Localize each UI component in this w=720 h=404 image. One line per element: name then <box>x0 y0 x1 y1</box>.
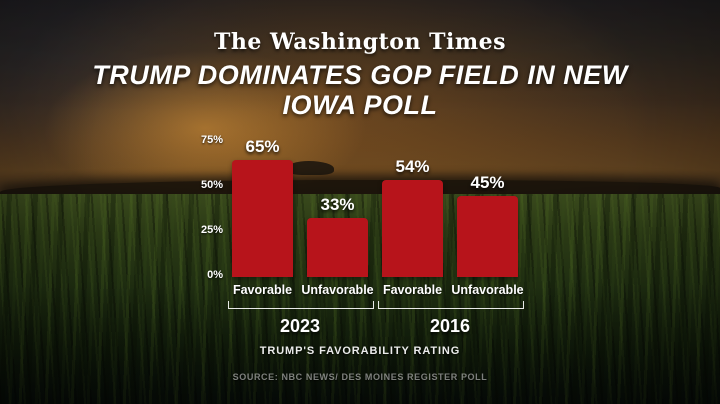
bar-2016-favorable <box>382 179 443 277</box>
group-year-label: 2016 <box>429 316 471 336</box>
source-credit: SOURCE: NBC NEWS/ DES MOINES REGISTER PO… <box>232 372 488 382</box>
washington-times-masthead: The Washington Times <box>213 29 507 55</box>
bar-2016-unfavorable <box>457 196 518 277</box>
bar-2023-unfavorable <box>307 217 368 277</box>
combine-harvester-silhouette <box>288 161 334 175</box>
y-axis-tick-label: 0% <box>207 269 223 281</box>
bar-value-label: 45% <box>470 173 505 192</box>
headline-line-1: TRUMP DOMINATES GOP FIELD IN NEW <box>92 60 628 90</box>
bar-2023-favorable <box>232 160 293 277</box>
sunset-sky-background <box>0 0 720 200</box>
group-bracket <box>228 301 374 309</box>
y-axis-tick-label: 50% <box>200 179 223 191</box>
y-axis-tick-label: 75% <box>200 134 223 146</box>
y-axis-tick-label: 25% <box>200 224 223 236</box>
bar-category-label: Favorable <box>382 283 443 297</box>
bar-category-label: Unfavorable <box>451 283 524 297</box>
chart-title: TRUMP'S FAVORABILITY RATING <box>259 345 461 357</box>
bar-value-label: 33% <box>320 194 355 214</box>
treeline-silhouette <box>0 180 720 198</box>
bar-category-label: Unfavorable <box>301 283 374 297</box>
group-bracket <box>378 301 524 309</box>
bar-value-label: 65% <box>245 137 280 156</box>
headline: TRUMP DOMINATES GOP FIELD IN NEW IOWA PO… <box>0 60 720 120</box>
bar-value-label: 54% <box>395 156 430 176</box>
headline-line-2: IOWA POLL <box>282 90 438 120</box>
group-year-label: 2023 <box>279 316 321 336</box>
bar-category-label: Favorable <box>232 283 293 297</box>
